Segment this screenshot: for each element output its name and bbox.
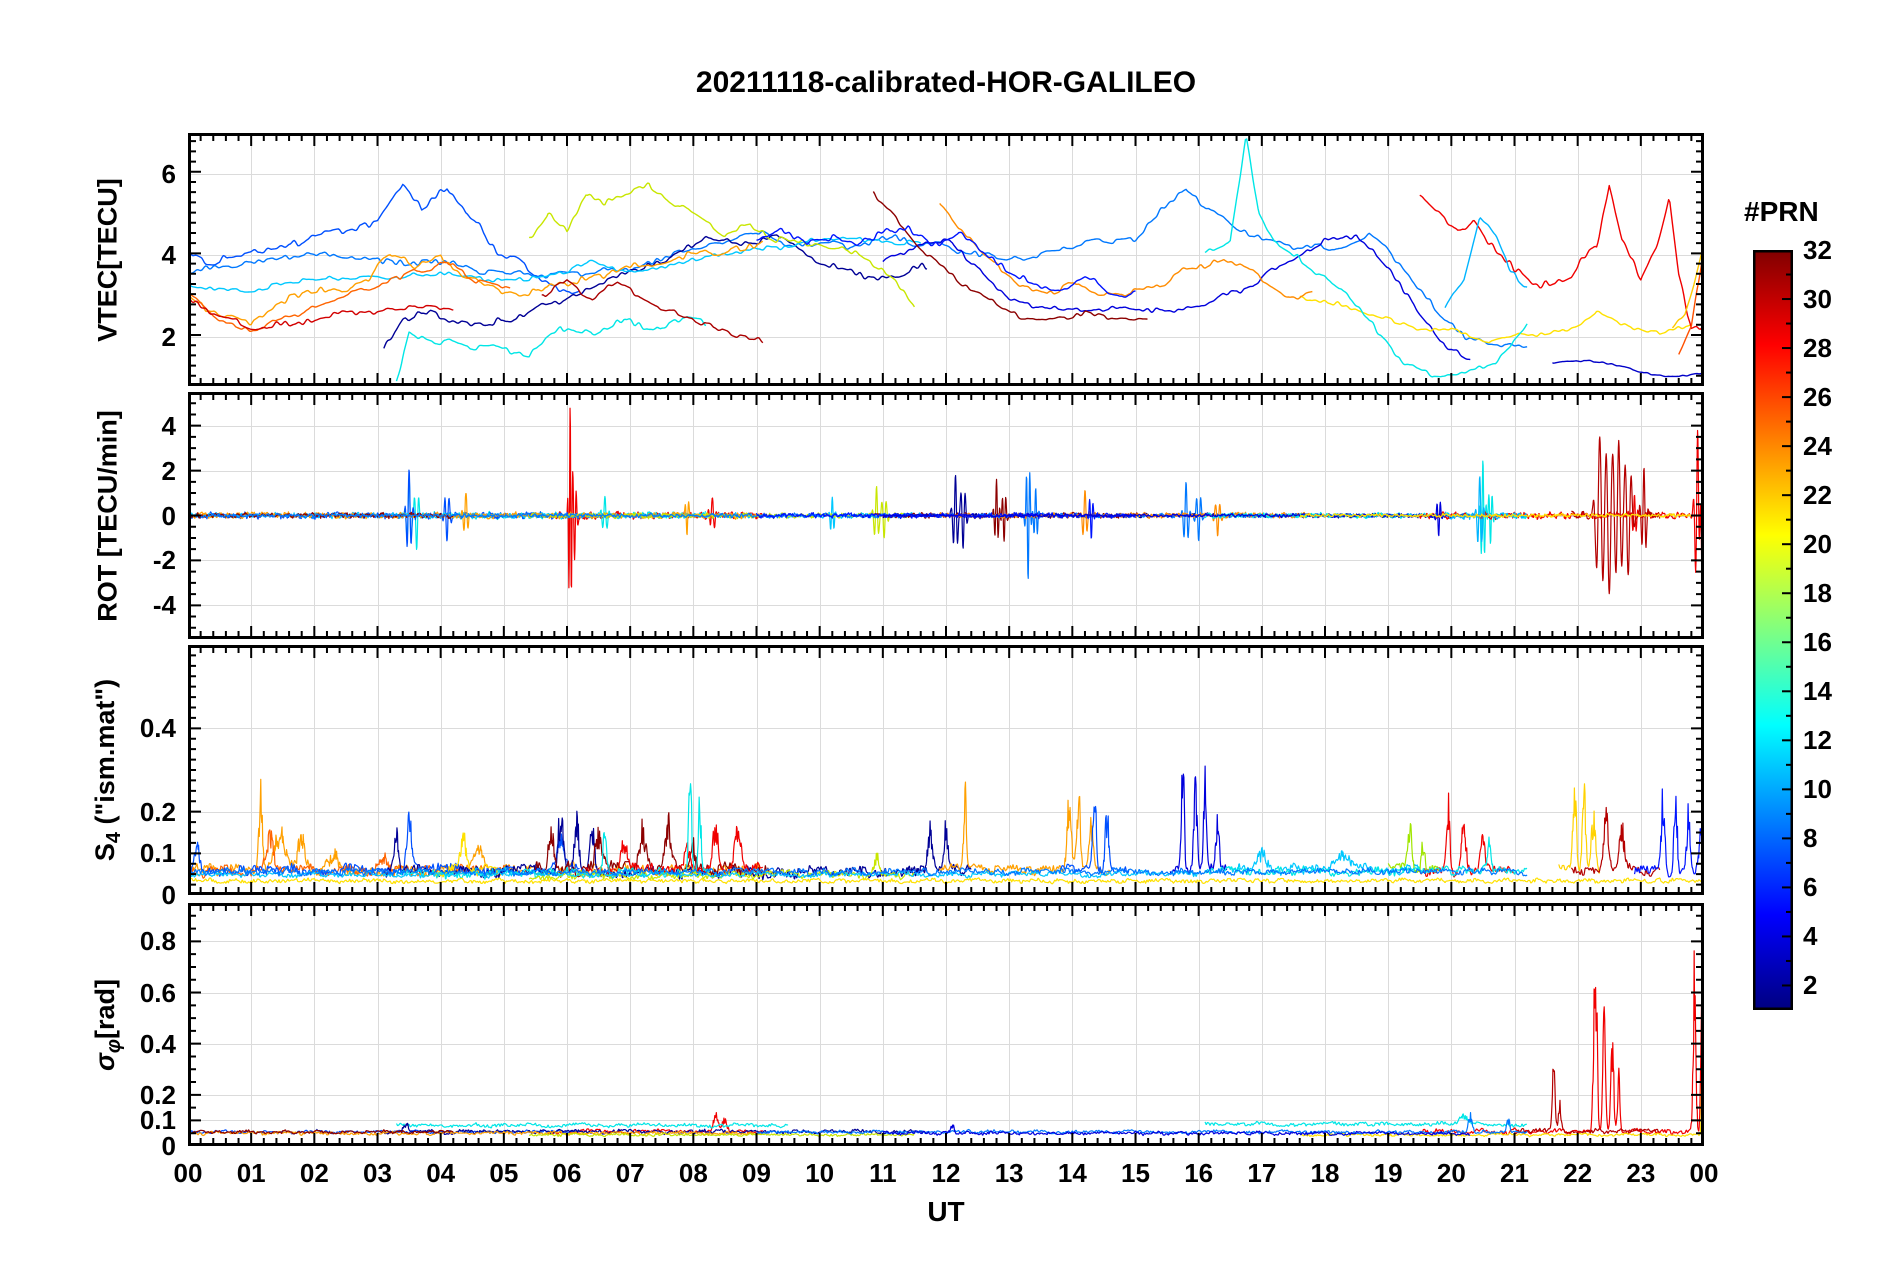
colorbar-tick-label: 14 xyxy=(1803,676,1832,707)
chart-title: 20211118-calibrated-HOR-GALILEO xyxy=(695,66,1197,99)
rot-plot-canvas xyxy=(188,392,1704,639)
colorbar-tick-label: 10 xyxy=(1803,774,1832,805)
y-tick-label: 0.1 xyxy=(139,838,176,869)
x-tick-label: 08 xyxy=(678,1158,708,1188)
x-tick-label: 16 xyxy=(1184,1158,1214,1188)
y-tick-label: 0.2 xyxy=(139,796,176,827)
x-tick-label: 10 xyxy=(805,1158,835,1188)
y-tick-label: 2 xyxy=(161,322,176,353)
y-tick-label: 0 xyxy=(161,500,176,531)
x-tick-label: 00 xyxy=(1689,1158,1719,1188)
y-tick-label: 6 xyxy=(161,158,176,189)
colorbar-tick-label: 20 xyxy=(1803,529,1832,560)
x-tick-label: 13 xyxy=(994,1158,1024,1188)
y-tick-label: 0.4 xyxy=(139,713,176,744)
x-tick-label: 12 xyxy=(931,1158,961,1188)
x-tick-label: 05 xyxy=(489,1158,519,1188)
colorbar-tick-label: 16 xyxy=(1803,627,1832,658)
x-tick-label: 03 xyxy=(363,1158,392,1188)
y-tick-label: 4 xyxy=(161,240,176,271)
x-tick-label: 14 xyxy=(1057,1158,1087,1188)
x-tick-label: 22 xyxy=(1563,1158,1593,1188)
colorbar-tick-label: 30 xyxy=(1803,284,1832,315)
x-tick-label: 01 xyxy=(236,1158,266,1188)
x-tick-label: 17 xyxy=(1247,1158,1277,1188)
colorbar-title: #PRN xyxy=(1744,196,1819,227)
colorbar-tick-label: 6 xyxy=(1803,872,1818,903)
colorbar-tick-label: 26 xyxy=(1803,382,1832,413)
x-tick-label: 04 xyxy=(426,1158,456,1188)
y-tick-label: -2 xyxy=(152,545,176,576)
colorbar-tick-label: 24 xyxy=(1803,431,1832,462)
x-axis-label: UT xyxy=(927,1196,965,1227)
y-tick-label: -4 xyxy=(152,590,176,621)
x-tick-label: 21 xyxy=(1500,1158,1529,1188)
x-tick-label: 00 xyxy=(173,1158,203,1188)
y-tick-label: 0.1 xyxy=(139,1105,176,1136)
x-tick-label: 11 xyxy=(869,1158,897,1188)
colorbar-tick-label: 18 xyxy=(1803,578,1832,609)
colorbar-tick-label: 28 xyxy=(1803,333,1832,364)
y-tick-label: 0.8 xyxy=(139,926,176,957)
vtec-plot-canvas xyxy=(188,133,1704,386)
x-tick-label: 02 xyxy=(299,1158,329,1188)
x-tick-label: 19 xyxy=(1373,1158,1403,1188)
colorbar-tick-label: 4 xyxy=(1803,921,1818,952)
x-tick-label: 20 xyxy=(1436,1158,1466,1188)
y-tick-label: 0 xyxy=(161,880,176,910)
colorbar-tick-label: 2 xyxy=(1803,970,1818,1001)
x-tick-label: 09 xyxy=(742,1158,771,1188)
colorbar-tick-label: 8 xyxy=(1803,823,1818,854)
y-tick-label: 4 xyxy=(161,410,176,441)
x-tick-label: 06 xyxy=(552,1158,582,1188)
sigma-plot-canvas xyxy=(188,903,1704,1146)
x-tick-label: 15 xyxy=(1121,1158,1150,1188)
y-tick-label: 0.4 xyxy=(139,1028,176,1059)
colorbar-tick-label: 22 xyxy=(1803,480,1832,511)
colorbar-tick-label: 32 xyxy=(1803,235,1832,265)
colorbar-tick-label: 12 xyxy=(1803,725,1832,756)
y-tick-label: 0.6 xyxy=(139,977,176,1008)
y-tick-label: 0 xyxy=(161,1131,176,1161)
x-tick-label: 07 xyxy=(615,1158,645,1188)
s4-plot-canvas xyxy=(188,645,1704,895)
s4-ylabel: S4 ("ism.mat") xyxy=(90,679,126,861)
colorbar-canvas xyxy=(1753,250,1793,1010)
x-tick-label: 23 xyxy=(1626,1158,1656,1188)
y-tick-label: 2 xyxy=(161,455,176,486)
y-tick-label: 0.2 xyxy=(139,1079,176,1110)
x-tick-label: 18 xyxy=(1310,1158,1340,1188)
